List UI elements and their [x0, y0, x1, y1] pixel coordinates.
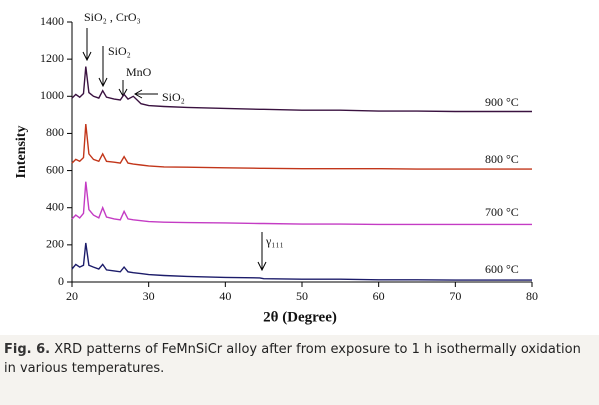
y-tick-label: 1200 [40, 51, 64, 65]
annotation-arrows [82, 28, 267, 272]
series-label: 800 °C [485, 152, 519, 166]
chart: 2θ (Degree) Intensity 0 200 400 600 800 1000 1… [0, 0, 599, 335]
x-tick-label: 50 [296, 289, 308, 303]
series-line [71, 242, 532, 281]
arrow [82, 28, 92, 62]
series-line [71, 66, 532, 113]
arrow [98, 46, 108, 88]
y-tick-label: 800 [46, 125, 64, 139]
arrow [133, 89, 158, 99]
series-label: 600 °C [485, 262, 519, 276]
series-label: 900 °C [485, 95, 519, 109]
x-tick-label: 70 [449, 289, 461, 303]
x-axis-label: 2θ (Degree) [263, 309, 337, 325]
caption: Fig. 6. XRD patterns of FeMnSiCr alloy a… [4, 340, 584, 378]
arrow [257, 232, 267, 272]
y-tick-label: 1000 [40, 88, 64, 102]
x-tick-label: 30 [143, 289, 155, 303]
series-label: 700 °C [485, 205, 519, 219]
x-tick-label: 40 [219, 289, 231, 303]
y-tick-label: 400 [46, 199, 64, 213]
series-line [71, 124, 532, 170]
annotation: SiO₂ [162, 90, 185, 104]
y-tick-label: 0 [58, 274, 64, 288]
x-tick-label: 20 [66, 289, 78, 303]
y-tick-label: 1400 [40, 14, 64, 28]
annotation: SiO₂ [108, 44, 131, 58]
x-tick-label: 80 [526, 289, 538, 303]
arrow [118, 80, 128, 98]
annotation: SiO₂ , CrO₃ [84, 10, 141, 24]
series-line [71, 181, 532, 226]
caption-text: XRD patterns of FeMnSiCr alloy after fro… [4, 342, 581, 376]
y-tick-label: 600 [46, 162, 64, 176]
annotation: γ₁₁₁ [265, 234, 284, 248]
annotation: MnO [126, 65, 152, 79]
y-tick-label: 200 [46, 237, 64, 251]
x-tick-label: 60 [373, 289, 385, 303]
caption-label: Fig. 6. [4, 342, 51, 357]
y-axis-label: Intensity [14, 126, 29, 179]
